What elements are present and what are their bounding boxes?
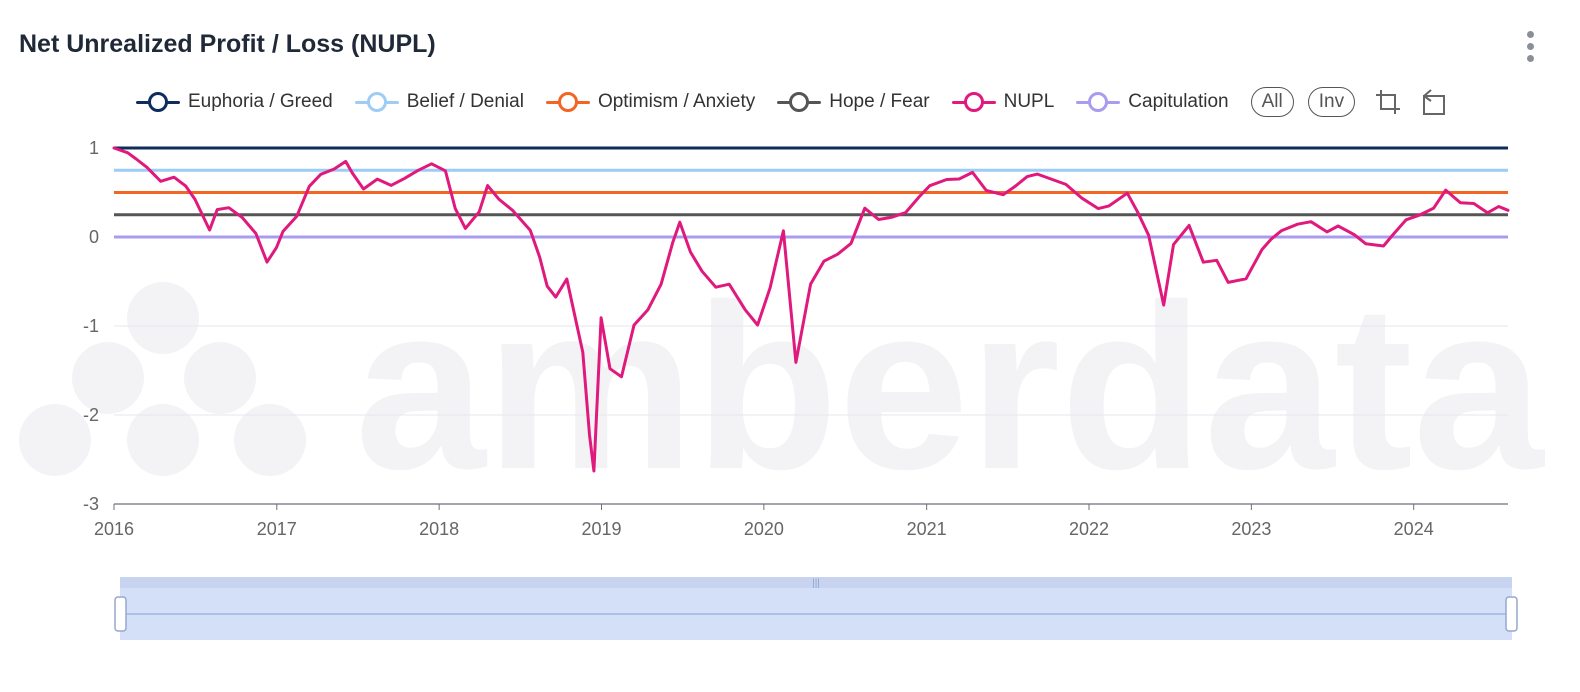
legend-label: Optimism / Anxiety xyxy=(597,91,756,112)
y-tick-label: 0 xyxy=(89,227,99,247)
more-vertical-icon[interactable] xyxy=(1522,30,1540,64)
select-all-button[interactable]: All xyxy=(1250,87,1294,117)
legend-label: Euphoria / Greed xyxy=(188,91,333,112)
legend-item-capitulation[interactable]: Capitulation xyxy=(1076,90,1229,114)
legend-label: Capitulation xyxy=(1128,91,1229,112)
legend: Euphoria / Greed Belief / Denial Optimis… xyxy=(136,86,1461,118)
y-tick-label: 1 xyxy=(89,138,99,158)
x-tick-label: 2023 xyxy=(1231,519,1271,539)
legend-marker-icon xyxy=(777,90,822,114)
legend-label: Hope / Fear xyxy=(829,91,930,112)
legend-item-euphoria-greed[interactable]: Euphoria / Greed xyxy=(136,90,333,114)
x-tick-label: 2024 xyxy=(1394,519,1434,539)
x-tick-label: 2018 xyxy=(419,519,459,539)
x-tick-label: 2019 xyxy=(581,519,621,539)
nupl-series-line xyxy=(112,146,1510,473)
series xyxy=(112,146,1510,473)
watermark-text: amberdata xyxy=(355,255,1546,518)
watermark: amberdata xyxy=(19,255,1546,518)
x-tick-label: 2020 xyxy=(744,519,784,539)
legend-label: NUPL xyxy=(1003,91,1055,112)
data-zoom-slider[interactable]: ||| xyxy=(114,577,1518,640)
legend-marker-icon xyxy=(545,90,590,114)
zoom-handle-left[interactable] xyxy=(114,596,127,632)
crop-icon[interactable] xyxy=(1373,87,1403,117)
y-tick-label: -2 xyxy=(83,405,99,425)
zoom-handle-right[interactable] xyxy=(1505,596,1518,632)
legend-item-belief-denial[interactable]: Belief / Denial xyxy=(354,90,524,114)
legend-marker-icon xyxy=(951,90,996,114)
legend-item-hope-fear[interactable]: Hope / Fear xyxy=(777,90,930,114)
grip-icon: ||| xyxy=(812,578,820,589)
invert-selection-button[interactable]: Inv xyxy=(1307,87,1356,117)
x-tick-label: 2016 xyxy=(94,519,134,539)
y-tick-label: -1 xyxy=(83,316,99,336)
axes: 1 0 -1 -2 -3 2016 2017 2018 2019 2020 2021 2022 2023… xyxy=(83,138,1508,539)
restore-icon[interactable] xyxy=(1419,87,1449,117)
y-tick-label: -3 xyxy=(83,494,99,514)
zoom-move-bar[interactable] xyxy=(120,577,1512,588)
x-tick-label: 2021 xyxy=(907,519,947,539)
chart-title: Net Unrealized Profit / Loss (NUPL) xyxy=(19,30,436,58)
x-tick-label: 2022 xyxy=(1069,519,1109,539)
x-tick-label: 2017 xyxy=(257,519,297,539)
legend-marker-icon xyxy=(136,90,180,114)
legend-label: Belief / Denial xyxy=(406,91,524,112)
legend-item-optimism-anxiety[interactable]: Optimism / Anxiety xyxy=(545,90,756,114)
legend-item-nupl[interactable]: NUPL xyxy=(951,90,1055,114)
legend-marker-icon xyxy=(1076,90,1121,114)
legend-marker-icon xyxy=(354,90,399,114)
amberdata-logo-icon xyxy=(19,282,306,476)
